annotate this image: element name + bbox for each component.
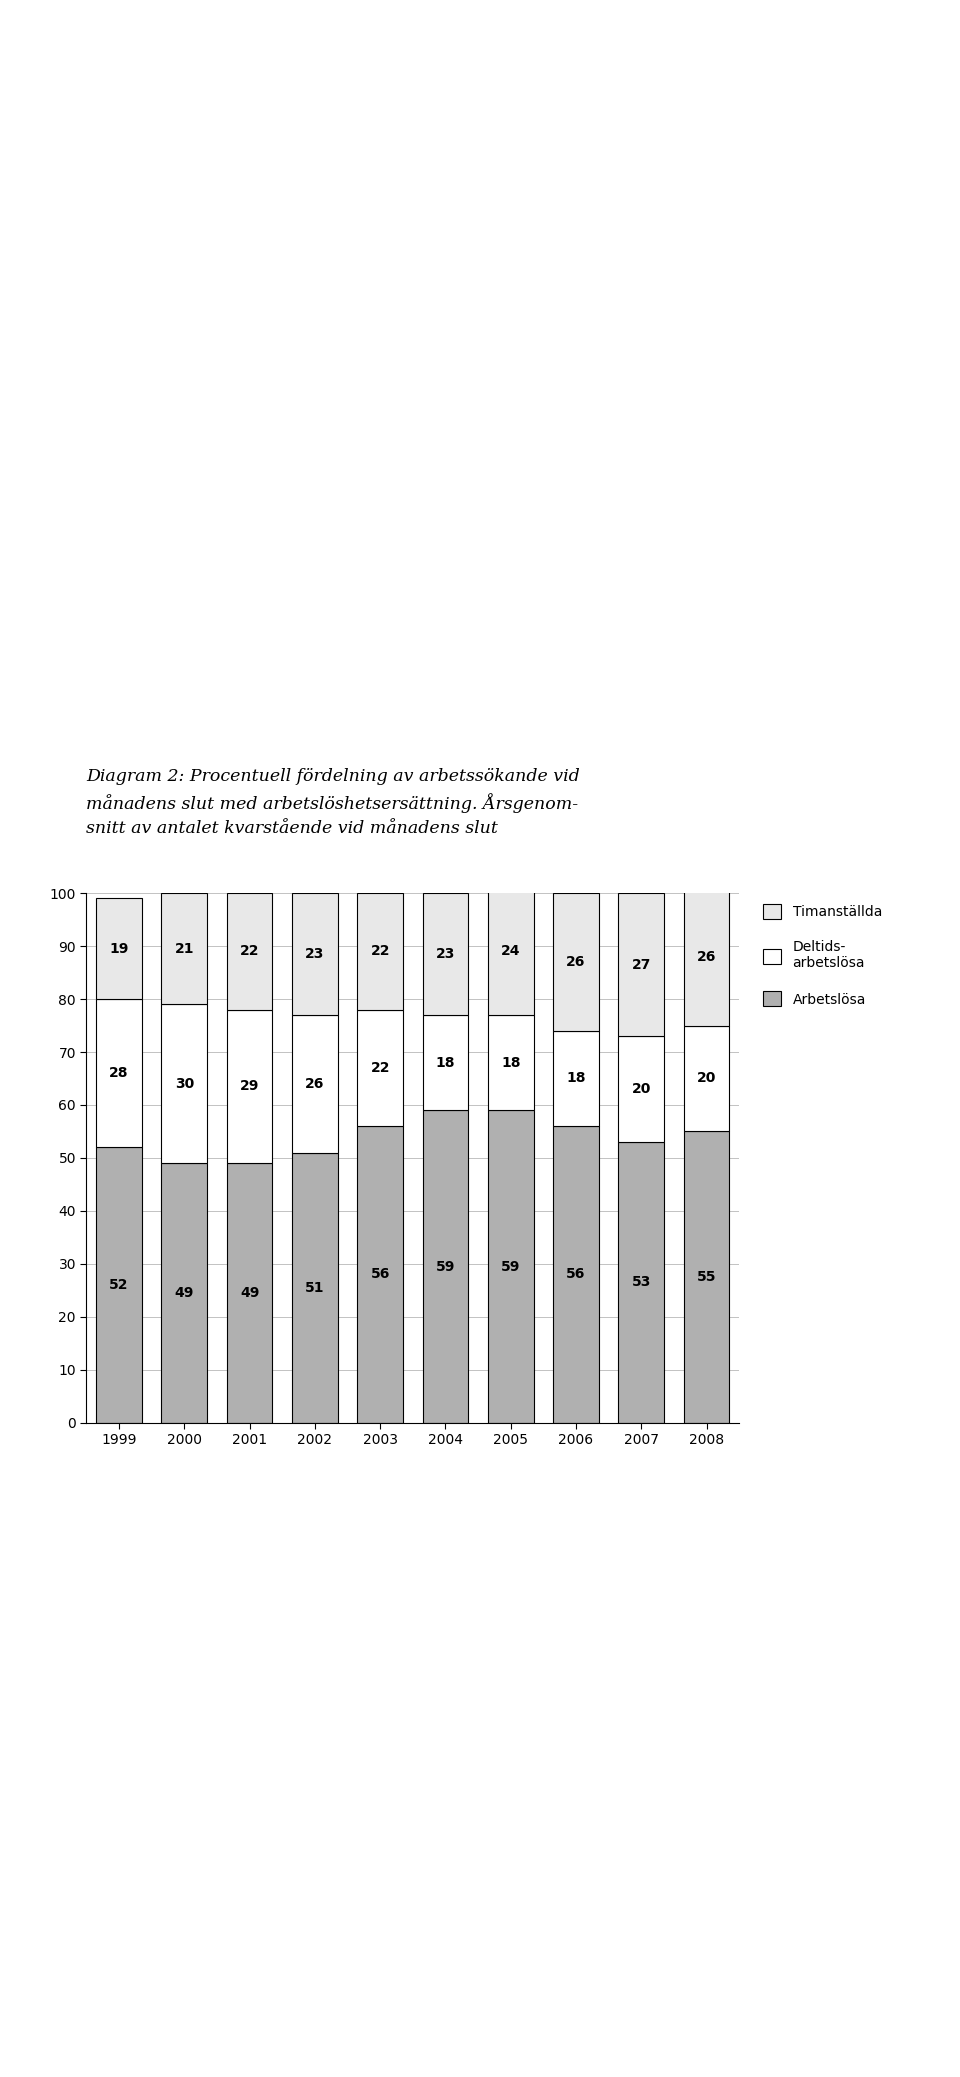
Bar (292, 1153, 338, 1423)
Text: 18: 18 (566, 1072, 586, 1086)
Bar (161, 1163, 207, 1423)
Text: 20: 20 (697, 1072, 716, 1086)
Text: Diagram 2: Procentuell fördelning av arbetssökande vid
månadens slut med arbetsl: Diagram 2: Procentuell fördelning av arb… (86, 768, 580, 837)
Text: 59: 59 (436, 1259, 455, 1273)
Bar (618, 1142, 664, 1423)
Text: 23: 23 (436, 947, 455, 962)
Bar (96, 999, 142, 1147)
Text: 21: 21 (175, 941, 194, 955)
Legend: Timanställda, Deltids-
arbetslösa, Arbetslösa: Timanställda, Deltids- arbetslösa, Arbet… (759, 899, 886, 1011)
Bar (292, 893, 338, 1016)
Text: 59: 59 (501, 1259, 520, 1273)
Text: 55: 55 (697, 1271, 716, 1284)
Text: 20: 20 (632, 1082, 651, 1097)
Text: 22: 22 (240, 945, 259, 957)
Text: 23: 23 (305, 947, 324, 962)
Text: 18: 18 (501, 1055, 520, 1070)
Bar (618, 893, 664, 1036)
Text: 18: 18 (436, 1055, 455, 1070)
Text: 27: 27 (632, 957, 651, 972)
Bar (96, 1147, 142, 1423)
Bar (488, 1111, 534, 1423)
Bar (684, 887, 730, 1026)
Bar (357, 893, 403, 1009)
Bar (553, 893, 599, 1030)
Bar (422, 1111, 468, 1423)
Bar (227, 1009, 273, 1163)
Text: 49: 49 (175, 1286, 194, 1300)
Text: 49: 49 (240, 1286, 259, 1300)
Bar (96, 899, 142, 999)
Text: 51: 51 (305, 1282, 324, 1294)
Bar (161, 1005, 207, 1163)
Text: 19: 19 (109, 941, 129, 955)
Text: 53: 53 (632, 1275, 651, 1290)
Bar (553, 1126, 599, 1423)
Bar (357, 1009, 403, 1126)
Bar (227, 1163, 273, 1423)
Bar (488, 887, 534, 1016)
Text: 30: 30 (175, 1076, 194, 1090)
Bar (422, 893, 468, 1016)
Text: 52: 52 (109, 1277, 129, 1292)
Bar (684, 1132, 730, 1423)
Bar (227, 893, 273, 1009)
Bar (161, 893, 207, 1005)
Bar (357, 1126, 403, 1423)
Text: 22: 22 (371, 945, 390, 957)
Bar (422, 1016, 468, 1111)
Bar (488, 1016, 534, 1111)
Text: 26: 26 (566, 955, 586, 970)
Text: 56: 56 (566, 1267, 586, 1282)
Bar (292, 1016, 338, 1153)
Bar (553, 1030, 599, 1126)
Bar (618, 1036, 664, 1142)
Text: 28: 28 (109, 1066, 129, 1080)
Bar (684, 1026, 730, 1132)
Text: 22: 22 (371, 1061, 390, 1076)
Text: 29: 29 (240, 1080, 259, 1093)
Text: 26: 26 (697, 949, 716, 964)
Text: 24: 24 (501, 945, 520, 957)
Text: 26: 26 (305, 1076, 324, 1090)
Text: 56: 56 (371, 1267, 390, 1282)
